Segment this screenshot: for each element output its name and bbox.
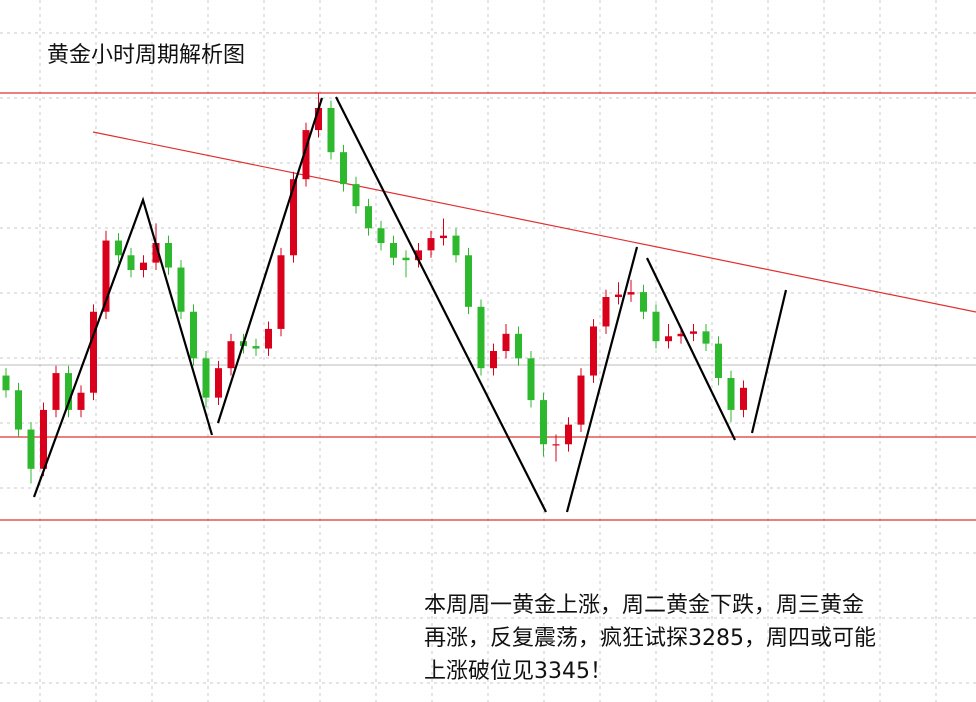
- candle-body: [377, 228, 385, 243]
- candle-body: [452, 235, 460, 256]
- candle-body: [540, 400, 547, 445]
- candle-body: [665, 336, 672, 342]
- wave-line: [216, 97, 324, 424]
- candle-body: [702, 331, 710, 344]
- candle-body: [590, 326, 597, 376]
- candle-body: [390, 243, 397, 258]
- candle-body: [152, 243, 160, 263]
- candle-body: [602, 297, 610, 327]
- candle-body: [502, 333, 510, 351]
- candle-body: [527, 358, 535, 401]
- candle-body: [302, 130, 310, 180]
- candle-body: [315, 108, 322, 131]
- candle-body: [340, 152, 347, 185]
- candle-body: [515, 333, 522, 359]
- candle-body: [202, 358, 210, 398]
- candle-body: [2, 375, 10, 391]
- candle-body: [277, 255, 285, 329]
- candle-body: [465, 255, 472, 307]
- candle-body: [265, 328, 272, 349]
- candle-body: [577, 375, 585, 425]
- candle-body: [552, 444, 560, 446]
- annotation: 再涨，反复震荡，疯狂试探3285，周四或可能: [424, 626, 876, 651]
- chart-title: 黄金小时周期解析图: [47, 43, 245, 68]
- candle-body: [440, 235, 447, 239]
- candle-body: [365, 206, 372, 229]
- candle-body: [402, 257, 410, 261]
- candle-body: [427, 238, 435, 251]
- wave-line: [646, 257, 736, 441]
- candle-body: [727, 378, 735, 410]
- annotation: 上涨破位见3345！: [424, 659, 612, 684]
- candle-body: [677, 333, 685, 337]
- candle-body: [127, 255, 135, 270]
- candle-body: [165, 243, 172, 268]
- candle-body: [490, 351, 497, 369]
- candle-body: [640, 292, 647, 312]
- candle-body: [352, 184, 360, 207]
- annotation: 本周周一黄金上涨，周二黄金下跌，周三黄金: [424, 593, 864, 618]
- candle-body: [690, 331, 697, 334]
- wave-line: [565, 246, 639, 513]
- candle-body: [102, 240, 110, 312]
- candle-body: [415, 250, 422, 261]
- candle-body: [227, 341, 235, 369]
- wave-line: [32, 196, 214, 498]
- candle-body: [615, 294, 622, 297]
- candle-body: [627, 292, 635, 295]
- candle-body: [190, 311, 197, 359]
- candle-body: [252, 346, 260, 349]
- candle-body: [740, 387, 747, 410]
- candle-body: [115, 240, 122, 256]
- candle-body: [327, 108, 335, 153]
- candle-body: [177, 267, 185, 312]
- candle-body: [652, 311, 660, 342]
- candle-body: [65, 373, 72, 410]
- candle-body: [140, 262, 147, 270]
- candle-body: [215, 368, 222, 398]
- candle-body: [40, 409, 47, 469]
- candle-body: [290, 179, 297, 256]
- wave-line: [750, 289, 788, 434]
- wave-line: [335, 96, 547, 513]
- candle-body: [715, 343, 722, 378]
- candle-body: [77, 392, 85, 410]
- candle-body: [52, 373, 60, 410]
- candles: [2, 93, 747, 484]
- trend-line: [92, 131, 976, 313]
- candle-body: [27, 429, 35, 469]
- candle-body: [15, 390, 22, 430]
- candle-body: [90, 311, 97, 393]
- candle-body: [477, 306, 485, 369]
- candle-body: [565, 424, 572, 445]
